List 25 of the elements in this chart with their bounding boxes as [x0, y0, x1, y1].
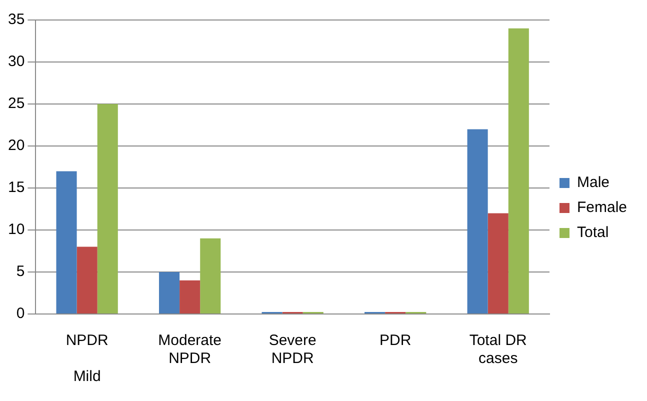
category-label: NPDR Mild — [66, 332, 108, 386]
x-tick-label: PDR — [380, 332, 412, 350]
y-tick-label: 5 — [16, 263, 25, 280]
legend-label: Total — [576, 224, 609, 242]
x-tick-label: Severe NPDR — [268, 332, 316, 368]
y-tick-label: 10 — [8, 221, 25, 238]
bar — [97, 104, 118, 314]
y-tick-label: 0 — [16, 305, 25, 322]
bar — [56, 171, 77, 314]
y-tick-label: 35 — [8, 11, 25, 28]
legend-label: Male — [576, 174, 610, 192]
bar — [180, 280, 200, 314]
y-tick-label: 30 — [8, 53, 25, 70]
bar — [488, 213, 508, 314]
bar — [158, 272, 180, 314]
y-tick-label: 25 — [8, 95, 25, 112]
legend-label: Female — [576, 199, 628, 216]
x-tick-label: Total DR cases — [469, 332, 528, 368]
bar — [467, 129, 488, 314]
y-tick-label: 15 — [8, 179, 25, 196]
bar — [200, 238, 221, 314]
bar — [76, 246, 98, 314]
bar — [508, 28, 529, 314]
x-tick-label: Moderate NPDR — [158, 332, 222, 368]
y-tick-label: 20 — [8, 137, 25, 154]
